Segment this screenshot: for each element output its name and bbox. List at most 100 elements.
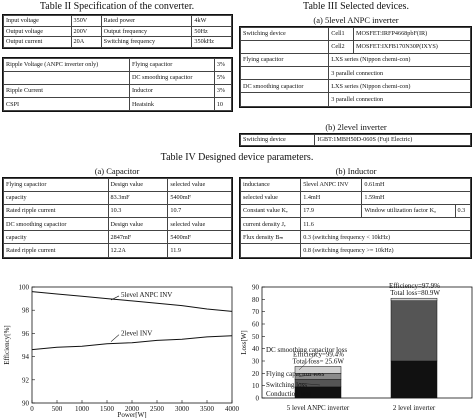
table-cell: 11.9 [167,243,232,258]
table-cell: Flying capacitor [128,57,215,73]
y-tick-label: 80 [252,296,260,304]
table-title: Table IV Designed device parameters. [160,152,314,163]
table-cell: DC smoothing capacitor [3,217,109,232]
table-cell: 20A [70,36,102,48]
table-row: DC smoothing capacitor 5% [3,71,233,86]
table-cell: Cell1 [328,26,354,42]
table-cell [239,92,330,107]
table-cell: Flying capacitor [3,177,109,193]
table-cell: 0.3 (switching frequency < 10kHz) [300,230,471,245]
table-cell: Design value [107,217,169,232]
table-row: 0.8 (switching frequency >= 10kHz) [239,243,471,258]
table-cell [3,71,130,86]
table-cell: Design value [107,177,169,193]
table-row: capacity 83.3mF 5400mF [3,191,232,206]
table-cell: 3% [213,57,233,73]
table-cell: 10 [213,97,233,112]
device-table: Switching device IGBT:1MBH50D-060S (Fuji … [239,133,472,147]
table-row: Rated ripple current 12.2A 11.9 [3,243,232,258]
spec-table: Input voltage 350V Rated power 4kW Output vo… [2,14,233,49]
y-tick-label: 92 [22,376,30,384]
x-axis-label: Power[W] [117,411,146,418]
table-cell: 0.8 (switching frequency >= 10kHz) [300,243,471,258]
label-leader [298,383,321,386]
plot-area [261,286,473,399]
table-row: Flux density Bₘ 0.3 (switching frequency … [239,230,471,245]
table-row: inductance 5level ANPC INV 0.61mH [239,177,471,193]
y-tick-label: 96 [22,330,30,338]
table-row: selected value 1.4mH 1.59mH [239,191,471,206]
table-cell: inductance [239,177,302,193]
table-cell: Constant value Kₑ [239,204,302,219]
table-cell: Flying capacitor [239,53,330,68]
y-axis-label: Loss[W] [240,330,248,355]
table-row: Ripple Current Inductor 3% [3,84,233,99]
table-cell: selected value [239,191,302,206]
table-row: Output current 20A Switching frequency 350k… [3,36,232,48]
table-cell: capacity [3,230,109,245]
device-table: Switching device Cell1 MOSFET:IRFP4668pbF(… [239,26,472,108]
x-tick-label: 5 level ANPC inverter [287,404,350,412]
table-cell: 0.3 [454,204,472,219]
annotation: Total loss=80.9W [390,289,440,297]
table-cell: 50Hz [191,25,232,37]
table-title: Table III Selected devices. [303,1,409,12]
y-tick-label: 70 [252,308,260,316]
y-axis-label: Efficiency[%] [3,325,11,365]
bar-segment [294,386,342,399]
table-row: Output voltage 200V Output frequency 50Hz [3,25,232,37]
table-cell: 10.7 [167,204,232,219]
x-tick-label: 3000 [175,405,190,413]
table-row: DC smoothing capacitor LXS series (Nippon… [239,79,471,94]
table-cell: capacity [3,191,109,206]
table-row: Rated ripple current 10.3 10.7 [3,204,232,219]
table-cell: 12.2A [107,243,169,258]
bar-segment [294,379,342,388]
table-cell: Output voltage [3,25,72,37]
y-tick-label: 94 [22,353,30,361]
table-cell: 11.6 [300,217,471,232]
table-cell: 200V [70,25,102,37]
y-tick-label: 30 [252,358,260,366]
series-label: 2level INV [121,330,152,338]
y-tick-label: 0 [256,395,260,403]
bar-segment [390,300,438,362]
subtitle: (b) Inductor [335,166,377,176]
x-tick-label: 2 level inverter [393,404,436,412]
table-cell: Heatsink [128,97,215,112]
bar-segment [390,360,438,399]
table-cell: CSPI [3,97,130,112]
table-cell: LXS series (Nippon chemi-con) [328,79,471,94]
table-cell: Ripple Current [3,84,130,99]
y-tick-label: 90 [22,400,30,408]
table-cell [239,243,302,258]
table-cell: Window utilization factor Kᵤ [361,204,456,219]
table-cell: 83.3mF [107,191,169,206]
table-cell [239,66,330,81]
table-cell: Switching device [239,134,316,146]
table-cell: 350kHz [191,36,232,48]
y-tick-label: 98 [22,307,30,315]
table-cell: MOSFET:IRFP4668pbF(IR) [353,26,471,42]
table-cell: 3 parallel connection [328,92,471,107]
series-label: Conduction loss [266,390,312,398]
table-cell: IGBT:1MBH50D-060S (Fuji Electric) [314,134,471,146]
table-cell: 5400mF [167,230,232,245]
table-cell: DC smoothing capacitor [239,79,330,94]
plot-area [31,286,233,404]
table-cell: MOSFET:IXFB170N30P(IXYS) [353,40,471,55]
table-row: 3 parallel connection [239,66,471,81]
table-cell: 5% [213,71,233,86]
subtitle: (a) 5level ANPC inverter [313,15,399,25]
annotation-arrow [110,295,120,301]
table-cell [239,40,330,55]
table-cell: Switching frequency [100,36,193,48]
x-tick-label: 1000 [75,405,90,413]
spec-table: Ripple Voltage (ANPC inverter only) Flyin… [2,56,233,113]
annotation-arrow [110,334,120,342]
table-cell: 1.59mH [361,191,471,206]
table-row: DC smoothing capacitor Design value select… [3,217,232,232]
table-cell: Flux density Bₘ [239,230,302,245]
table-cell: Rated ripple current [3,204,109,219]
x-tick-label: 500 [52,405,63,413]
